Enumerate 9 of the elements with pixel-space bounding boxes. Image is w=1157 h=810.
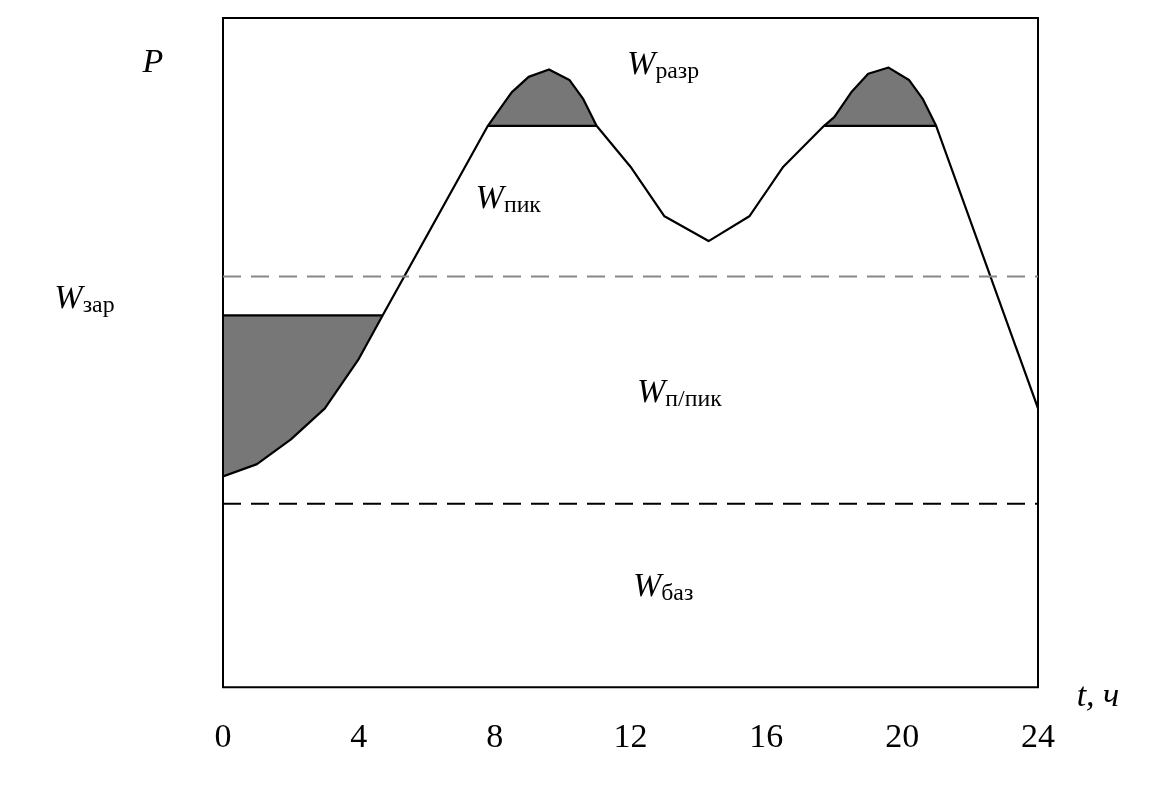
x-tick-label: 12	[613, 716, 648, 754]
y-axis-title: P	[141, 41, 164, 79]
x-tick-label: 0	[214, 716, 232, 754]
x-tick-label: 8	[486, 716, 504, 754]
x-tick-label: 20	[885, 716, 920, 754]
x-axis-title: t, ч	[1076, 676, 1120, 714]
x-tick-label: 16	[749, 716, 784, 754]
x-tick-label: 24	[1021, 716, 1055, 754]
x-tick-label: 4	[350, 716, 368, 754]
